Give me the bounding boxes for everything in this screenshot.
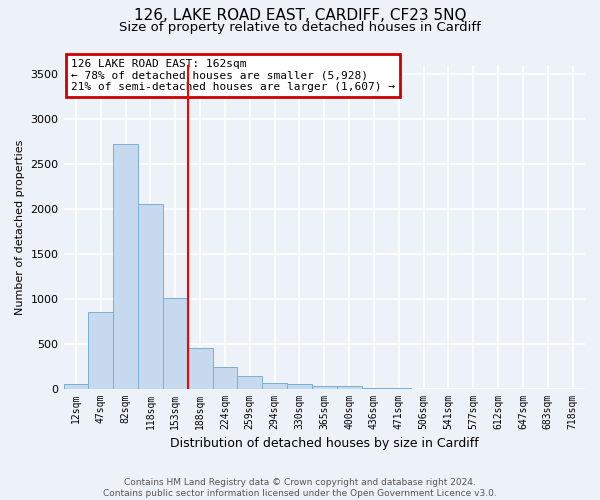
Bar [287,384,312,388]
Bar [312,386,337,388]
Bar [262,382,287,388]
Bar [88,312,113,388]
Bar [138,204,163,388]
Bar [238,376,262,388]
Bar [113,144,138,388]
Text: Size of property relative to detached houses in Cardiff: Size of property relative to detached ho… [119,21,481,34]
Y-axis label: Number of detached properties: Number of detached properties [15,139,25,314]
Bar [212,368,238,388]
Bar [64,384,88,388]
Bar [163,298,188,388]
Bar [188,348,212,389]
Text: 126 LAKE ROAD EAST: 162sqm
← 78% of detached houses are smaller (5,928)
21% of s: 126 LAKE ROAD EAST: 162sqm ← 78% of deta… [71,58,395,92]
Bar [337,386,362,388]
X-axis label: Distribution of detached houses by size in Cardiff: Distribution of detached houses by size … [170,437,479,450]
Text: Contains HM Land Registry data © Crown copyright and database right 2024.
Contai: Contains HM Land Registry data © Crown c… [103,478,497,498]
Text: 126, LAKE ROAD EAST, CARDIFF, CF23 5NQ: 126, LAKE ROAD EAST, CARDIFF, CF23 5NQ [134,8,466,22]
